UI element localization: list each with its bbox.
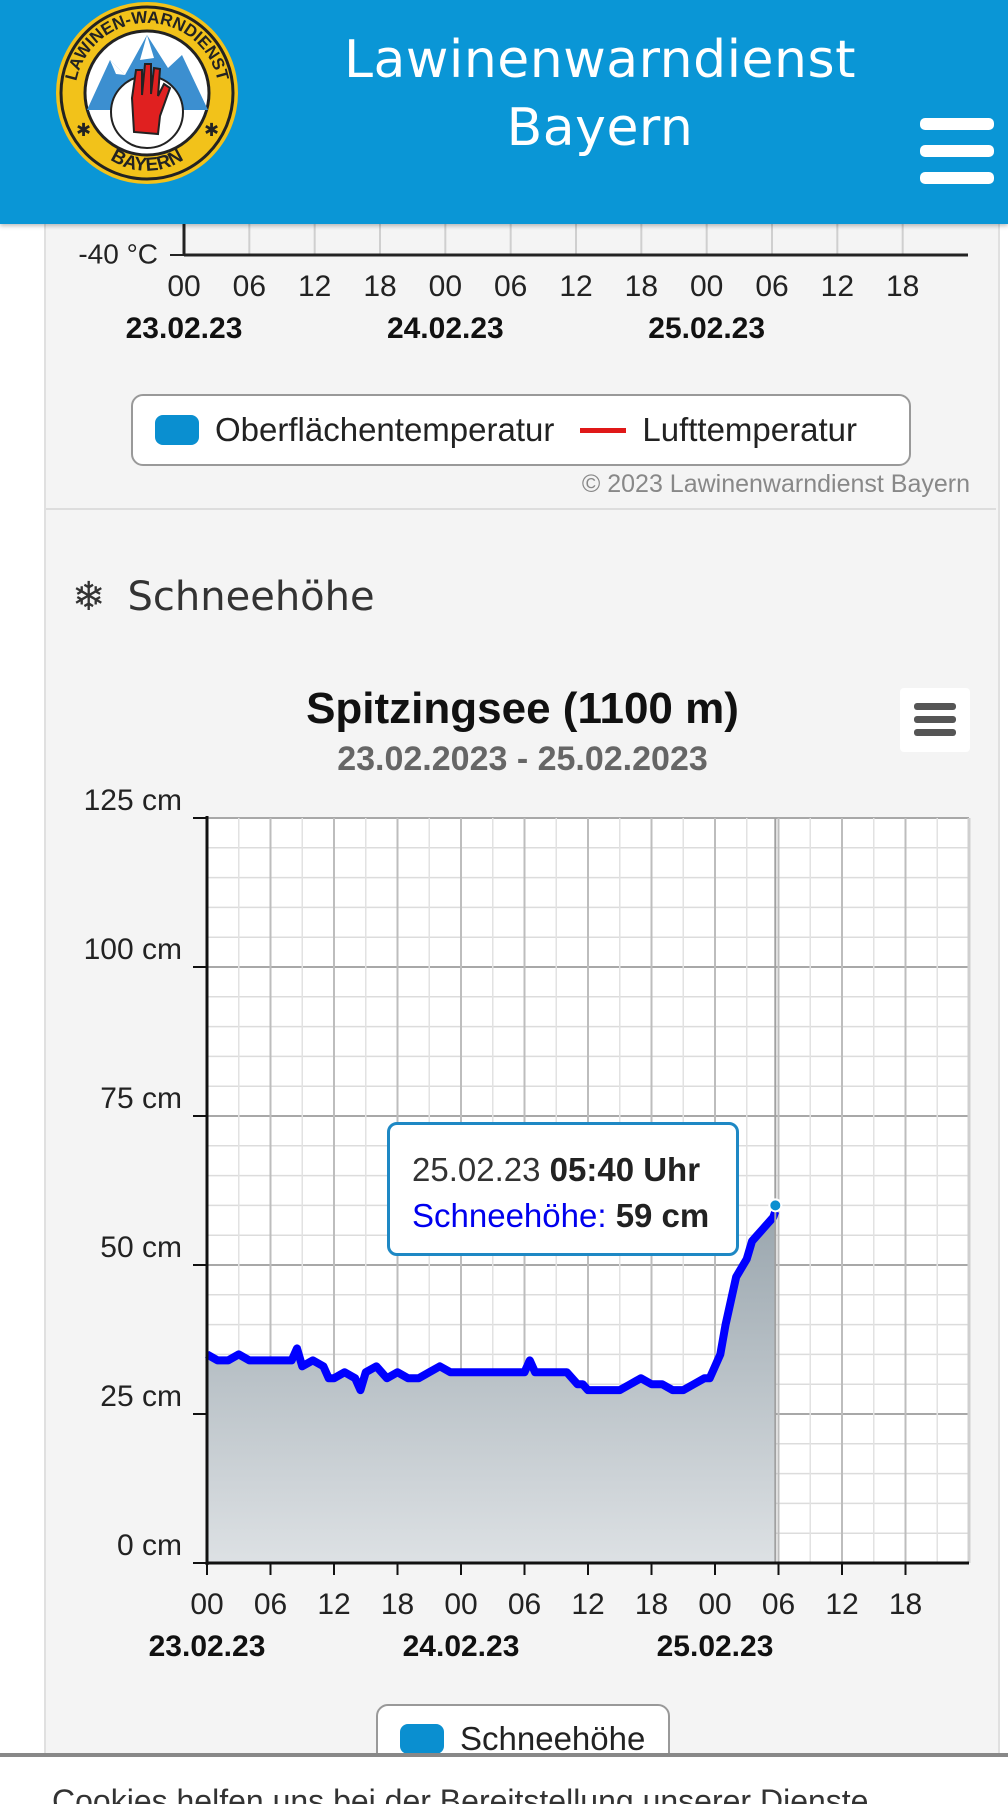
temperature-x-date-label: 24.02.23 [387, 312, 504, 345]
chart-title: Spitzingsee (1100 m) [306, 684, 739, 733]
logo-star-icon: ✱ [76, 120, 91, 140]
snow-depth-heading-text: Schneehöhe [127, 574, 375, 620]
x-date-label: 24.02.23 [403, 1630, 520, 1663]
snow-y-labels: 125 cm 100 cm 75 cm 50 cm 25 cm 0 cm [84, 784, 207, 1564]
x-tick-label: 12 [571, 1588, 604, 1621]
temperature-x-tick-label: 00 [690, 270, 723, 303]
y-tick-label: 100 cm [84, 933, 182, 966]
site-title-line1: Lawinenwarndienst [344, 30, 856, 90]
tooltip-time: 05:40 Uhr [549, 1151, 701, 1188]
site-title: Lawinenwarndienst Bayern [300, 26, 900, 162]
temperature-x-tick-label: 06 [755, 270, 788, 303]
y-tick-label: 75 cm [100, 1082, 182, 1115]
hamburger-menu-icon[interactable] [918, 118, 996, 184]
charts-canvas: -40 °C 00 06 12 18 00 06 12 18 00 06 12 18 23.02.23 2… [78, 224, 971, 1663]
surface-temperature-legend-label[interactable]: Oberflächentemperatur [215, 411, 555, 448]
avalanche-warning-logo[interactable]: LAWINEN-WARNDIENST BAYERN ✱ ✱ [50, 0, 244, 186]
temperature-x-labels: 00 06 12 18 00 06 12 18 00 06 12 18 23.02.23 24.02.23… [126, 270, 920, 345]
temperature-x-tick-label: 12 [298, 270, 331, 303]
x-tick-label: 12 [825, 1588, 858, 1621]
snow-depth-section-heading: ❄ Schneehöhe [72, 574, 375, 620]
x-tick-label: 06 [508, 1588, 541, 1621]
temperature-x-tick-label: 18 [886, 270, 919, 303]
surface-temperature-swatch[interactable] [155, 415, 199, 445]
tooltip-date: 25.02.23 [412, 1151, 541, 1188]
temperature-x-date-label: 25.02.23 [648, 312, 765, 345]
tooltip-value: 59 cm [615, 1197, 710, 1234]
snow-depth-swatch[interactable] [400, 1724, 444, 1754]
chart-tooltip: 25.02.23 05:40 Uhr Schneehöhe: 59 cm [387, 1122, 739, 1256]
site-title-line2: Bayern [506, 98, 694, 158]
cookie-banner-text: Cookies helfen uns bei der Bereitstellun… [52, 1783, 869, 1804]
snow-depth-area [205, 818, 783, 1563]
temperature-x-tick-label: 06 [233, 270, 266, 303]
temperature-x-tick-label: 18 [363, 270, 396, 303]
y-tick-label: 50 cm [100, 1231, 182, 1264]
temperature-x-tick-label: 18 [625, 270, 658, 303]
temperature-x-tick-label: 06 [494, 270, 527, 303]
x-tick-label: 18 [635, 1588, 668, 1621]
chart-copyright[interactable]: © 2023 Lawinenwarndienst Bayern [581, 470, 970, 498]
temperature-y-tick-label: -40 °C [78, 238, 158, 269]
air-temperature-swatch[interactable] [580, 427, 627, 433]
logo-star-icon: ✱ [204, 120, 219, 140]
snow-depth-legend-label[interactable]: Schneehöhe [460, 1720, 646, 1757]
site-header: LAWINEN-WARNDIENST BAYERN ✱ ✱ Lawinenwar… [0, 0, 1008, 224]
temperature-x-tick-label: 00 [167, 270, 200, 303]
y-tick-label: 0 cm [117, 1529, 182, 1562]
x-tick-label: 18 [381, 1588, 414, 1621]
snow-depth-chart: 125 cm 100 cm 75 cm 50 cm 25 cm 0 cm 00 06 12 18… [84, 784, 971, 1663]
x-tick-label: 12 [317, 1588, 350, 1621]
snow-x-labels: 00 06 12 18 00 06 12 18 00 06 12 18 23.02.23 24.02.23… [149, 1563, 922, 1663]
cookie-banner: Cookies helfen uns bei der Bereitstellun… [0, 1753, 1008, 1804]
temperature-x-tick-label: 12 [559, 270, 592, 303]
snow-depth-area-fill [207, 1211, 776, 1563]
x-date-label: 23.02.23 [149, 1630, 266, 1663]
x-tick-label: 06 [762, 1588, 795, 1621]
temperature-x-tick-label: 12 [821, 270, 854, 303]
x-tick-label: 00 [698, 1588, 731, 1621]
chart-context-menu-icon[interactable] [900, 688, 970, 752]
tooltip-series-label: Schneehöhe: [412, 1197, 607, 1234]
hover-point-marker [768, 1198, 783, 1213]
x-tick-label: 00 [444, 1588, 477, 1621]
temperature-chart: -40 °C 00 06 12 18 00 06 12 18 00 06 12 18 23.02.23 2… [78, 224, 968, 345]
x-date-label: 25.02.23 [657, 1630, 774, 1663]
temperature-x-date-label: 23.02.23 [126, 312, 243, 345]
temperature-chart-grid [248, 224, 904, 255]
air-temperature-legend-label[interactable]: Lufttemperatur [642, 411, 857, 448]
y-tick-label: 25 cm [100, 1380, 182, 1413]
x-tick-label: 00 [190, 1588, 223, 1621]
section-divider [46, 508, 996, 510]
x-tick-label: 06 [254, 1588, 287, 1621]
temperature-legend: Oberflächentemperatur Lufttemperatur [131, 394, 911, 466]
chart-subtitle: 23.02.2023 - 25.02.2023 [337, 740, 708, 778]
y-tick-label: 125 cm [84, 784, 182, 817]
temperature-x-tick-label: 00 [429, 270, 462, 303]
snowflake-icon: ❄ [72, 574, 106, 620]
x-tick-label: 18 [889, 1588, 922, 1621]
snow-depth-series-line [205, 1210, 780, 1395]
